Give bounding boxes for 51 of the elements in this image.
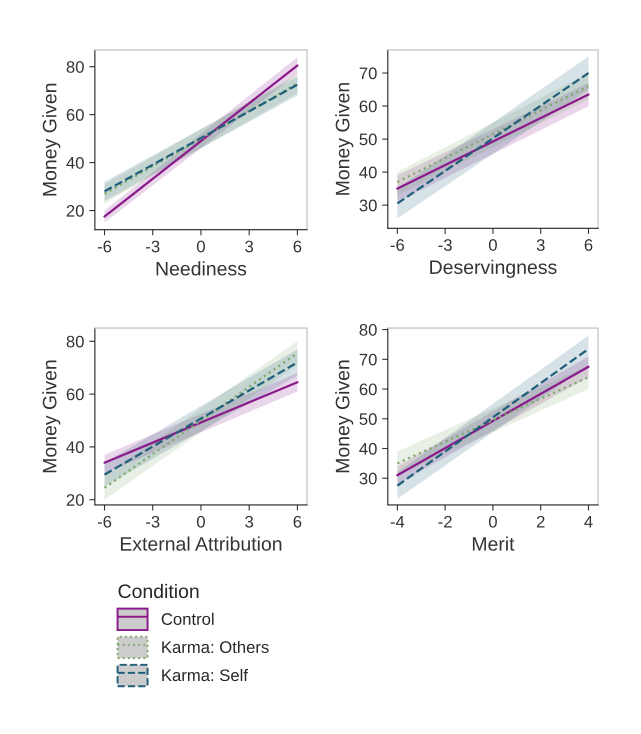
y-tick-label: 80: [66, 61, 84, 73]
x-tick-label: -3: [438, 239, 452, 251]
y-axis-title: Money Given: [335, 83, 354, 195]
x-tick-label: 0: [196, 516, 205, 528]
y-tick-label: 30: [359, 200, 377, 212]
y-tick-label: 30: [359, 472, 377, 484]
legend-title: Condition: [118, 584, 198, 598]
y-tick-label: 20: [66, 204, 84, 217]
y-tick-label: 40: [66, 157, 84, 169]
y-tick-label: 70: [360, 354, 377, 366]
y-tick-label: 60: [66, 109, 84, 121]
y-tick-label: 60: [360, 383, 377, 396]
x-tick-label: 6: [294, 240, 302, 252]
y-tick-label: 50: [360, 133, 377, 146]
legend-label: Karma: Others: [162, 640, 269, 654]
x-axis-title: Neediness: [156, 261, 246, 276]
x-tick-label: -4: [390, 516, 404, 528]
x-tick-label: 3: [536, 239, 545, 251]
y-axis-title: Money Given: [335, 360, 354, 472]
x-tick-label: 2: [536, 516, 545, 528]
x-tick-label: -3: [146, 240, 160, 252]
x-tick-label: 6: [294, 516, 302, 528]
x-tick-label: -6: [98, 240, 112, 252]
y-tick-label: 70: [360, 67, 377, 80]
y-tick-label: 60: [360, 100, 377, 112]
x-tick-label: 4: [584, 516, 593, 528]
x-tick-label: 3: [245, 516, 254, 528]
x-tick-label: 0: [488, 516, 497, 528]
y-tick-label: 20: [66, 494, 84, 506]
x-tick-label: 0: [196, 240, 205, 252]
y-tick-label: 40: [359, 442, 377, 455]
x-tick-label: -6: [390, 239, 404, 251]
y-tick-label: 40: [359, 166, 377, 178]
x-tick-label: -3: [146, 516, 160, 528]
legend-label: Karma: Self: [162, 668, 248, 682]
x-axis-title: External Attribution: [120, 536, 282, 551]
x-tick-label: 3: [245, 240, 254, 252]
x-axis-title: Deservingness: [430, 260, 557, 278]
y-tick-label: 50: [360, 413, 377, 425]
y-tick-label: 60: [66, 388, 84, 400]
x-tick-label: 0: [488, 239, 497, 251]
y-tick-label: 40: [66, 441, 84, 454]
y-tick-label: 80: [360, 324, 377, 336]
x-tick-label: -2: [438, 516, 452, 528]
x-axis-title: Merit: [472, 536, 514, 551]
legend-label: Control: [162, 612, 214, 625]
y-axis-title: Money Given: [42, 360, 60, 472]
x-tick-label: 6: [584, 239, 592, 251]
x-tick-label: -6: [98, 516, 112, 528]
y-tick-label: 80: [66, 336, 84, 348]
y-axis-title: Money Given: [42, 84, 60, 196]
